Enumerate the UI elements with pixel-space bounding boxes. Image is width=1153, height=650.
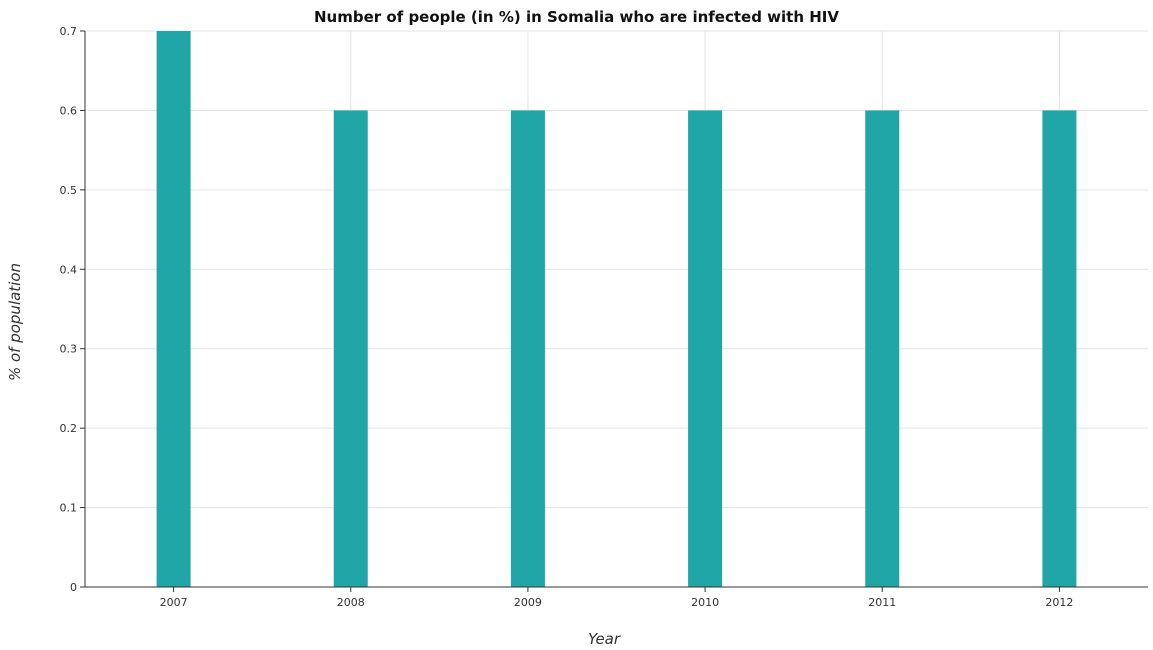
bar-2009 xyxy=(510,110,545,587)
x-tick-label: 2011 xyxy=(868,596,896,609)
x-tick-label: 2012 xyxy=(1045,596,1073,609)
bar-2011 xyxy=(865,110,900,587)
bar-2007 xyxy=(156,31,191,587)
y-tick-label: 0.1 xyxy=(60,502,78,515)
x-tick-label: 2009 xyxy=(514,596,542,609)
bar-2010 xyxy=(688,110,723,587)
x-tick-label: 2008 xyxy=(337,596,365,609)
bars xyxy=(156,31,1077,587)
bar-2012 xyxy=(1042,110,1077,587)
y-tick-label: 0.2 xyxy=(60,422,78,435)
bar-2008 xyxy=(333,110,368,587)
axes xyxy=(84,31,1148,588)
chart-title: Number of people (in %) in Somalia who a… xyxy=(314,8,839,26)
x-tick-label: 2010 xyxy=(691,596,719,609)
y-tick-label: 0.4 xyxy=(60,263,78,276)
y-axis-label: % of population xyxy=(6,263,24,381)
y-tick-label: 0.7 xyxy=(60,25,78,38)
y-tick-label: 0.3 xyxy=(60,343,78,356)
y-ticks: 0 0.1 0.2 0.3 0.4 0.5 0.6 0.7 xyxy=(60,25,85,594)
grid xyxy=(85,30,1148,588)
y-tick-label: 0.6 xyxy=(60,104,78,117)
x-axis-label: Year xyxy=(588,630,621,648)
x-ticks: 2007 2008 2009 2010 2011 2012 xyxy=(160,587,1073,609)
y-tick-label: 0 xyxy=(70,581,77,594)
y-tick-label: 0.5 xyxy=(60,184,78,197)
x-tick-label: 2007 xyxy=(160,596,188,609)
